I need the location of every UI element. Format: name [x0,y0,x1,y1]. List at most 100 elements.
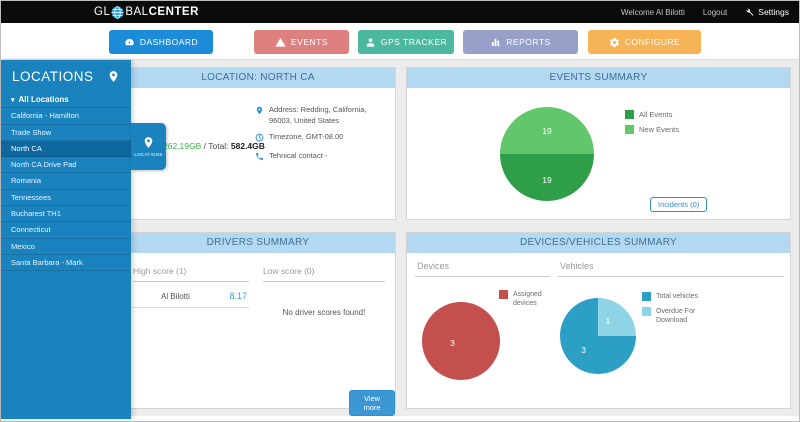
vehicles-section-rule [558,276,784,277]
storage-used-value: 262.19GB [163,141,202,151]
driver-name: Al Bilotti [161,292,190,301]
events-summary-panel: EVENTS SUMMARY 19 19 All Events New Even… [406,67,791,220]
gear-icon [609,37,619,47]
sidebar-item-romania[interactable]: Romania [1,173,131,190]
location-panel-title: LOCATION: NORTH CA [121,68,395,88]
map-pin-icon [256,106,263,115]
sidebar-item-connecticut[interactable]: Connecticut [1,222,131,239]
devices-legend: Assigned devices [499,290,561,308]
logout-link[interactable]: Logout [702,7,728,17]
bar-chart-icon [492,38,500,46]
sidebar-item-trade-show[interactable]: Trade Show [1,125,131,141]
nav-gps-tracker-label: GPS TRACKER [380,37,448,47]
legend-swatch-overdue-download [642,307,651,317]
legend-swatch-total-vehicles [642,292,651,301]
address-row: Address: Redding, California, 96003, Uni… [255,105,383,127]
address-text: Address: Redding, California, 96003, Uni… [269,105,367,125]
low-score-header: Low score (0) [263,266,385,282]
legend-swatch-assigned-devices [499,290,508,299]
globe-icon [111,5,124,19]
legend-label-assigned-devices: Assigned devices [513,291,542,308]
sidebar-item-bucharest-th1[interactable]: Bucharest TH1 [1,206,131,223]
vehicles-pie-overdue-value: 1 [605,316,611,327]
legend-label-new-events: New Events [639,125,680,134]
drivers-summary-panel: DRIVERS SUMMARY High score (1) Al Bilott… [120,232,396,416]
legend-item-new-events: New Events [625,125,679,134]
legend-swatch-all-events [625,110,634,119]
sidebar-item-tennessees[interactable]: Tennessees [1,190,131,207]
events-pie-all-value: 19 [542,174,552,185]
sidebar-item-mexico[interactable]: Mexico [1,239,131,255]
sidebar-item-all-locations[interactable]: ▾ All Locations [1,92,131,109]
devices-pie-value: 3 [450,337,455,348]
timezone-row: Timezone, GMT-08.00 [255,132,383,143]
timezone-text: Timezone, GMT-08.00 [269,132,344,141]
locations-sidebar-header: LOCATIONS [1,60,131,92]
driver-score-value: 8.17 [229,291,247,301]
legend-label-total-vehicles: Total vehicles [656,293,699,300]
vehicles-section-label: Vehicles [560,261,594,271]
legend-item-total-vehicles: Total vehicles [642,292,712,301]
storage-separator: / Total: [201,141,231,151]
high-score-header: High score (1) [133,266,249,282]
view-more-button[interactable]: View more [349,390,395,416]
storage-total-value: 582.4GB [230,141,265,151]
driver-score-row[interactable]: Al Bilotti 8.17 [133,282,249,308]
sidebar-item-north-ca-drive-pad[interactable]: North CA Drive Pad [1,157,131,174]
logo-text-mid: BAL [125,6,149,18]
settings-link[interactable]: Settings [745,7,789,17]
devices-section-rule [415,276,550,277]
sidebar-item-california-hamilton[interactable]: California - Hamilton [1,108,131,125]
legend-swatch-new-events [625,125,634,134]
devices-vehicles-panel: DEVICES/VEHICLES SUMMARY Devices Vehicle… [406,232,791,409]
legend-label-all-events: All Events [639,110,673,119]
nav-events-button[interactable]: EVENTS [254,30,349,54]
vehicles-pie-chart: 3 1 [560,298,636,374]
nav-gps-tracker-button[interactable]: GPS TRACKER [358,30,454,54]
technical-contact-text: Tehnical contact - [269,151,328,160]
locations-sidebar: LOCATIONS ▾ All Locations California - Ha… [1,60,131,419]
flyout-label: LOCATIONS [134,152,163,157]
app-logo: GL BAL CENTER [94,1,199,23]
sidebar-item-label: All Locations [18,95,69,104]
clock-icon [255,133,264,142]
locations-flyout-tab[interactable]: LOCATIONS [131,123,166,170]
wrench-icon [746,8,754,16]
nav-dashboard-button[interactable]: DASHBOARD [109,30,213,54]
phone-icon [256,153,263,160]
legend-item-overdue-download: Overdue For Download [642,307,712,325]
nav-reports-button[interactable]: REPORTS [463,30,578,54]
vehicles-legend: Total vehicles Overdue For Download [642,292,712,325]
events-legend: All Events New Events [625,110,679,134]
location-panel: LOCATION: NORTH CA 262.19GB / Total: 582… [120,67,396,220]
sidebar-item-santa-barbara-mark[interactable]: Santa Barbara - Mark [1,255,131,272]
topbar-right: Welcome Al Bilotti Logout Settings [621,1,789,23]
welcome-text: Welcome Al Bilotti [620,7,685,17]
drivers-panel-title: DRIVERS SUMMARY [121,233,395,253]
topbar: GL BAL CENTER Welcome Al Bilotti Logout S… [1,1,799,23]
no-driver-scores-message: No driver scores found! [282,308,366,317]
sidebar-item-north-ca[interactable]: North CA [1,140,131,158]
main-nav: DASHBOARD EVENTS GPS TRACKER REPORTS CON… [1,23,799,60]
map-pin-icon [109,70,118,82]
dashboard-icon [125,38,134,45]
events-pie-new-value: 19 [542,125,552,136]
storage-usage: 262.19GB / Total: 582.4GB [163,141,265,151]
settings-label: Settings [758,7,789,17]
logo-text-suffix: CENTER [148,6,199,18]
incidents-button[interactable]: Incidents (0) [650,197,708,212]
logo-text-prefix: GL [94,6,111,18]
legend-item-all-events: All Events [625,110,679,119]
chevron-down-icon: ▾ [11,97,15,104]
legend-item-assigned-devices: Assigned devices [499,290,561,308]
warning-icon [275,37,286,47]
technical-contact-row: Tehnical contact - [255,151,383,162]
nav-configure-label: CONFIGURE [624,37,681,47]
nav-configure-button[interactable]: CONFIGURE [588,30,701,54]
devices-vehicles-title: DEVICES/VEHICLES SUMMARY [407,233,790,253]
high-score-column: High score (1) Al Bilotti 8.17 [133,266,249,308]
map-pin-icon [144,137,153,148]
events-panel-title: EVENTS SUMMARY [407,68,790,88]
nav-events-label: EVENTS [290,37,328,47]
locations-sidebar-title: LOCATIONS [12,68,94,84]
